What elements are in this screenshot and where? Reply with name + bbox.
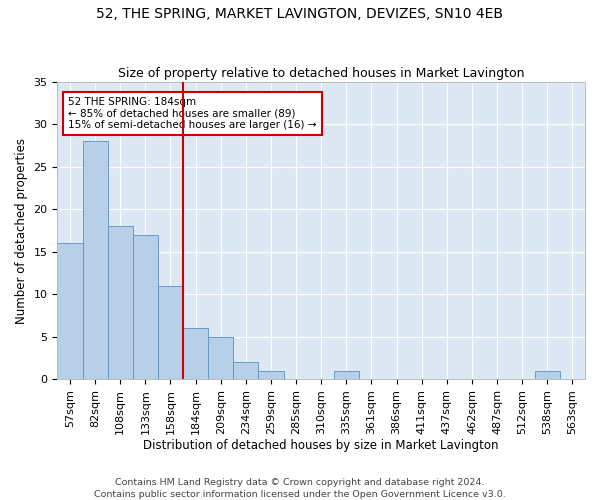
Bar — [259, 370, 284, 379]
Bar — [158, 286, 183, 379]
Bar — [133, 235, 158, 379]
Bar — [334, 370, 359, 379]
Bar — [58, 244, 83, 379]
Bar — [83, 142, 107, 379]
Bar — [107, 226, 133, 379]
Bar — [208, 336, 233, 379]
X-axis label: Distribution of detached houses by size in Market Lavington: Distribution of detached houses by size … — [143, 440, 499, 452]
Text: Contains HM Land Registry data © Crown copyright and database right 2024.
Contai: Contains HM Land Registry data © Crown c… — [94, 478, 506, 499]
Bar — [535, 370, 560, 379]
Y-axis label: Number of detached properties: Number of detached properties — [15, 138, 28, 324]
Text: 52, THE SPRING, MARKET LAVINGTON, DEVIZES, SN10 4EB: 52, THE SPRING, MARKET LAVINGTON, DEVIZE… — [97, 8, 503, 22]
Bar — [233, 362, 259, 379]
Text: 52 THE SPRING: 184sqm
← 85% of detached houses are smaller (89)
15% of semi-deta: 52 THE SPRING: 184sqm ← 85% of detached … — [68, 97, 316, 130]
Bar — [183, 328, 208, 379]
Title: Size of property relative to detached houses in Market Lavington: Size of property relative to detached ho… — [118, 66, 524, 80]
